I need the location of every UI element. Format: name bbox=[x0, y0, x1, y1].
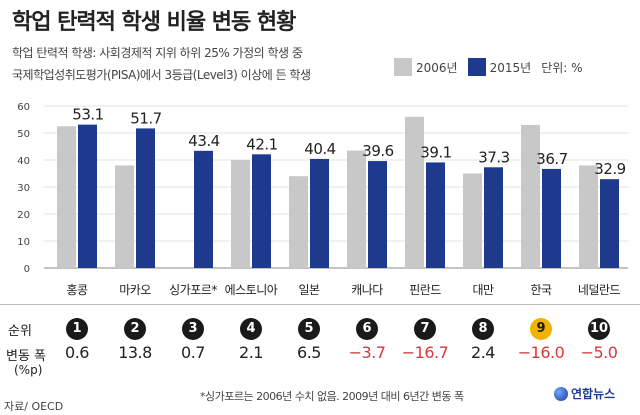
change-value: −5.0 bbox=[580, 343, 618, 362]
unit-label: 단위: % bbox=[541, 59, 582, 76]
category-label: 대만 bbox=[472, 283, 494, 297]
category-label: 에스토니아 bbox=[225, 283, 278, 297]
value-label-2015: 32.9 bbox=[594, 160, 625, 178]
subtitle-line1: 학업 탄력적 학생: 사회경제적 지위 하위 25% 가정의 학생 중 bbox=[12, 46, 303, 60]
legend-swatch-2006 bbox=[394, 58, 412, 76]
change-unit-label: (%p) bbox=[14, 363, 43, 377]
value-label-2015: 53.1 bbox=[72, 106, 103, 124]
unit-text: 단위: % bbox=[541, 60, 583, 75]
y-tick-label: 20 bbox=[17, 210, 30, 221]
rank-badge: 10 bbox=[588, 318, 610, 340]
value-label-2015: 42.1 bbox=[246, 135, 277, 153]
bar-2006-6 bbox=[405, 116, 424, 268]
rank-badge: 2 bbox=[124, 318, 146, 340]
category-label: 싱가포르* bbox=[169, 283, 217, 297]
value-label-2015: 37.3 bbox=[478, 148, 509, 166]
category-label: 한국 bbox=[530, 283, 552, 297]
change-value: −3.7 bbox=[348, 343, 386, 362]
change-value: −16.7 bbox=[401, 343, 449, 362]
bar-2015-6 bbox=[426, 162, 445, 268]
table-separator bbox=[0, 304, 640, 305]
value-label-2015: 39.6 bbox=[362, 142, 393, 160]
y-tick-label: 30 bbox=[17, 183, 30, 194]
chart-title: 학업 탄력적 학생 비율 변동 현황 bbox=[12, 10, 296, 35]
bar-chart: 0 10 20 30 40 50 60 53.1 홍콩 51.7 마카오 43.4 싱가포르* 42.1 에… bbox=[17, 102, 628, 297]
value-label-2015: 39.1 bbox=[420, 143, 451, 161]
change-value: 13.8 bbox=[118, 343, 152, 362]
rank-badge: 1 bbox=[66, 318, 88, 340]
bar-2015-2 bbox=[194, 150, 213, 268]
change-value: 6.5 bbox=[297, 343, 321, 362]
value-label-2015: 40.4 bbox=[304, 140, 335, 158]
bar-2015-1 bbox=[136, 128, 155, 268]
bar-2006-7 bbox=[463, 173, 482, 268]
bar-2006-5 bbox=[347, 150, 366, 268]
bar-2006-8 bbox=[521, 124, 540, 269]
publisher-logo: 연합뉴스 bbox=[554, 385, 615, 402]
legend-swatch-2015 bbox=[467, 58, 486, 76]
value-label-2015: 51.7 bbox=[130, 109, 161, 127]
bar-2006-0 bbox=[57, 126, 76, 268]
rank-badge: 9 bbox=[530, 318, 552, 340]
y-tick-label: 50 bbox=[17, 129, 30, 140]
rank-row-label: 순위 bbox=[8, 324, 32, 339]
category-label: 일본 bbox=[298, 283, 320, 297]
logo-text: 연합뉴스 bbox=[571, 387, 616, 401]
rank-badge: 4 bbox=[240, 318, 262, 340]
bar-2015-9 bbox=[600, 179, 619, 268]
footnote: *싱가포르는 2006년 수치 없음. 2009년 대비 6년간 변동 폭 bbox=[200, 390, 464, 403]
source-label: 자료/ OECD bbox=[4, 400, 64, 413]
y-tick-label: 10 bbox=[17, 237, 30, 248]
change-value: 0.6 bbox=[65, 343, 89, 362]
change-row-label: 변동 폭 bbox=[6, 349, 47, 364]
change-value: 2.1 bbox=[239, 343, 263, 362]
bar-2015-0 bbox=[78, 124, 97, 268]
legend-item-2015: 2015년 bbox=[467, 58, 532, 76]
category-label: 마카오 bbox=[119, 283, 151, 297]
change-value: −16.0 bbox=[517, 343, 565, 362]
legend-label-2015: 2015년 bbox=[489, 60, 532, 75]
category-label: 네덜란드 bbox=[578, 283, 621, 297]
subtitle-line2: 국제학업성취도평가(PISA)에서 3등급(Level3) 이상에 든 학생 bbox=[12, 68, 311, 82]
value-label-2015: 36.7 bbox=[536, 150, 567, 168]
bar-2015-3 bbox=[252, 154, 271, 268]
rank-badge: 3 bbox=[182, 318, 204, 340]
bar-2006-1 bbox=[115, 165, 134, 268]
rank-badge: 5 bbox=[298, 318, 320, 340]
bar-2015-7 bbox=[484, 167, 503, 268]
change-value: 0.7 bbox=[181, 343, 205, 362]
legend-item-2006: 2006년 bbox=[394, 58, 458, 76]
y-tick-label: 60 bbox=[17, 102, 30, 113]
rank-badge: 8 bbox=[472, 318, 494, 340]
change-value: 2.4 bbox=[471, 343, 495, 362]
bar-2015-8 bbox=[542, 168, 561, 268]
value-label-2015: 43.4 bbox=[188, 132, 219, 150]
category-label: 홍콩 bbox=[66, 283, 88, 297]
legend: 2006년 2015년 단위: % bbox=[394, 58, 593, 76]
legend-label-2006: 2006년 bbox=[416, 60, 458, 75]
category-label: 캐나다 bbox=[351, 283, 383, 297]
bar-2006-4 bbox=[289, 176, 308, 268]
bar-2015-4 bbox=[310, 158, 329, 268]
rank-badge: 6 bbox=[356, 318, 378, 340]
bar-2015-5 bbox=[368, 161, 387, 268]
y-tick-label: 40 bbox=[17, 156, 30, 167]
bar-2006-3 bbox=[231, 160, 250, 268]
y-tick-label: 0 bbox=[24, 264, 30, 275]
globe-icon bbox=[554, 386, 568, 401]
rank-badge: 7 bbox=[414, 318, 436, 340]
category-label: 핀란드 bbox=[409, 283, 441, 297]
bar-2006-9 bbox=[579, 165, 598, 268]
